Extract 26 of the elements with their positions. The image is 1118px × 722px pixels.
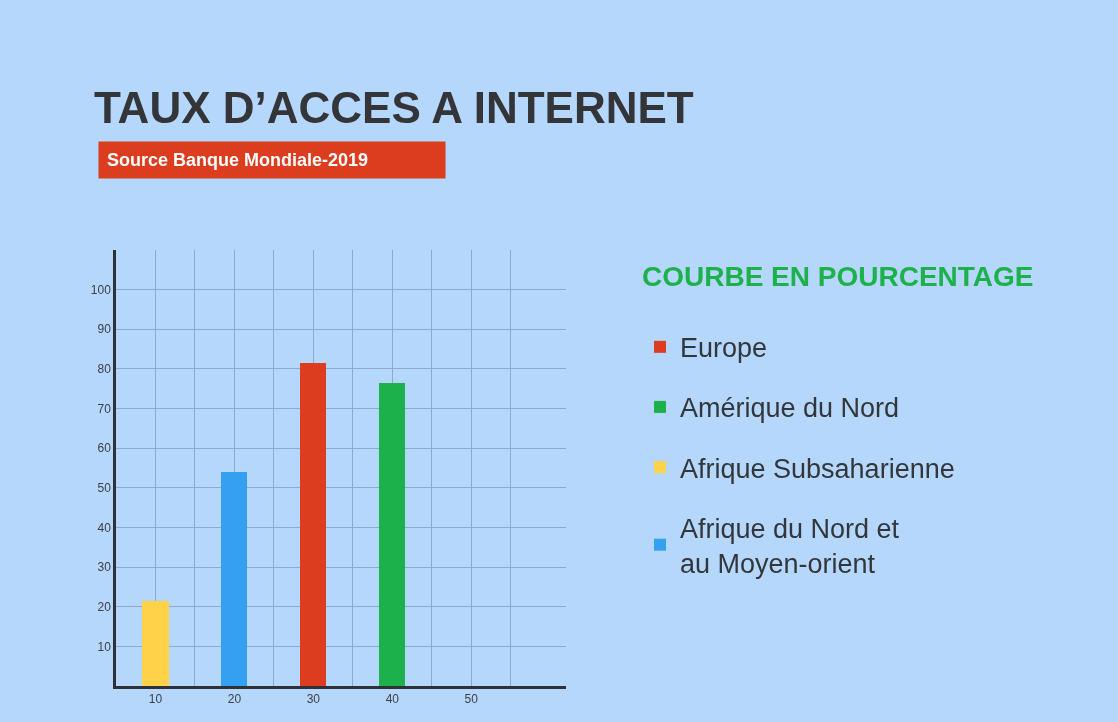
legend-title: COURBE EN POURCENTAGE	[642, 261, 1034, 293]
y-tick-label: 50	[97, 481, 112, 496]
y-tick-label: 30	[97, 560, 112, 575]
x-tick-label: 40	[385, 692, 400, 707]
y-tick-label: 70	[97, 401, 112, 416]
bar	[379, 383, 405, 686]
y-tick-label: 10	[97, 639, 112, 654]
x-tick-label: 20	[227, 692, 242, 707]
legend-label: Europe	[680, 333, 768, 364]
bar	[300, 363, 326, 686]
y-tick-label: 60	[97, 441, 112, 456]
y-tick-label: 90	[97, 322, 112, 337]
x-tick-label: 50	[464, 692, 479, 707]
chart-title: TAUX D’ACCES A INTERNET	[94, 83, 694, 133]
x-tick-label: 30	[306, 692, 321, 707]
x-tick-label: 10	[148, 692, 163, 707]
legend-label: Amérique du Nord	[680, 393, 900, 424]
bar	[142, 601, 169, 686]
y-tick-label: 100	[90, 282, 112, 297]
y-tick-label: 80	[97, 362, 112, 377]
y-tick-label: 40	[97, 520, 112, 535]
bar	[221, 472, 247, 686]
chart-subtitle: Source Banque Mondiale-2019	[107, 150, 369, 170]
legend-label: Afrique du Nord et au Moyen-orient	[680, 513, 900, 579]
y-tick-label: 20	[97, 599, 112, 614]
legend-label: Afrique Subsaharienne	[680, 453, 955, 484]
